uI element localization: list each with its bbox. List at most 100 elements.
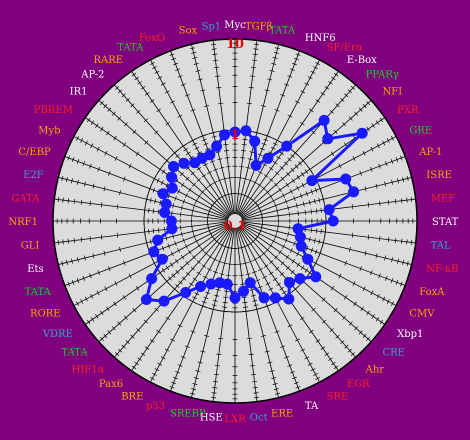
category-label: EGR	[347, 379, 370, 390]
tick-mark	[158, 227, 160, 233]
tick-mark	[213, 66, 219, 69]
tick-mark	[224, 157, 230, 159]
tick-mark	[203, 296, 209, 300]
tick-mark	[165, 316, 171, 321]
tick-mark	[201, 138, 207, 142]
spoke-ISRE	[241, 177, 412, 220]
tick-mark	[113, 135, 117, 141]
tick-mark	[161, 268, 166, 273]
spoke-PBREM	[84, 117, 230, 218]
tick-mark	[320, 228, 322, 234]
tick-mark	[410, 239, 413, 245]
tick-mark	[287, 157, 292, 162]
radial-tick-label: 0.1	[224, 219, 247, 234]
tick-mark	[261, 251, 266, 256]
spoke-Pax6	[131, 226, 232, 372]
tick-mark	[117, 116, 122, 121]
tick-mark	[131, 72, 137, 77]
tick-mark	[136, 328, 141, 333]
tick-mark	[135, 285, 140, 291]
category-label: GRE	[409, 125, 432, 136]
tick-mark	[189, 156, 194, 160]
tick-mark	[274, 255, 278, 260]
tick-mark	[301, 182, 305, 188]
tick-mark	[152, 208, 155, 214]
tick-mark	[328, 357, 333, 361]
tick-mark	[284, 83, 290, 86]
spoke-Ahr	[239, 225, 356, 358]
tick-mark	[118, 89, 123, 94]
tick-mark	[96, 146, 100, 152]
tick-mark	[192, 57, 198, 59]
tick-mark	[216, 353, 222, 356]
tick-mark	[314, 249, 318, 255]
tick-mark	[370, 166, 373, 172]
tick-mark	[242, 262, 248, 265]
tick-mark	[247, 179, 253, 182]
tick-mark	[247, 260, 253, 263]
tick-mark	[225, 274, 231, 277]
tick-mark	[80, 199, 83, 205]
category-label: ISRE	[426, 170, 452, 181]
tick-mark	[293, 57, 299, 61]
tick-mark	[203, 275, 208, 279]
tick-mark	[315, 99, 321, 103]
tick-mark	[237, 177, 243, 179]
tick-mark	[271, 238, 275, 244]
tick-mark	[189, 282, 194, 286]
tick-mark	[362, 286, 366, 292]
tick-mark	[269, 260, 274, 264]
tick-mark	[208, 183, 213, 187]
data-point-HIF1α	[158, 295, 170, 307]
tick-mark	[240, 283, 246, 285]
tick-mark	[275, 266, 280, 271]
tick-mark	[287, 75, 293, 78]
tick-mark	[192, 142, 198, 146]
tick-mark	[193, 233, 196, 239]
data-point-NF-κB	[294, 231, 306, 243]
radial-tick-label: 10	[226, 37, 244, 52]
tick-mark	[157, 362, 163, 366]
tick-mark	[191, 208, 194, 214]
spoke-TATA	[150, 59, 233, 215]
tick-mark	[253, 43, 259, 46]
tick-mark	[354, 326, 359, 331]
tick-mark	[191, 228, 194, 234]
tick-mark	[253, 392, 259, 394]
data-point-Pax6	[180, 287, 192, 298]
category-label: SRE	[327, 391, 349, 402]
tick-mark	[378, 273, 381, 279]
tick-mark	[200, 350, 206, 353]
tick-mark	[57, 197, 60, 203]
tick-mark	[114, 156, 118, 161]
tick-mark	[262, 275, 267, 279]
spoke-AP-1	[241, 156, 406, 219]
tick-mark	[375, 253, 378, 259]
tick-mark	[305, 191, 309, 197]
tick-mark	[212, 257, 218, 261]
tick-mark	[289, 68, 295, 71]
tick-mark	[161, 169, 166, 174]
tick-mark	[156, 108, 161, 113]
tick-mark	[251, 59, 258, 62]
tick-mark	[342, 122, 347, 127]
data-point-MEF	[323, 204, 335, 216]
tick-mark	[291, 258, 295, 264]
tick-mark	[149, 99, 155, 103]
spoke-IR1	[98, 100, 231, 217]
category-label: Myc	[224, 20, 246, 31]
tick-mark	[172, 203, 175, 209]
spoke-C/EBP	[64, 156, 229, 219]
tick-mark	[313, 372, 318, 376]
tick-mark	[269, 243, 273, 248]
tick-mark	[90, 317, 95, 322]
tick-mark	[329, 328, 334, 333]
tick-mark	[249, 288, 255, 291]
tick-mark	[292, 62, 298, 66]
tick-mark	[308, 236, 311, 242]
tick-mark	[211, 43, 217, 46]
spoke-TATA	[64, 223, 229, 286]
tick-mark	[209, 160, 215, 163]
tick-mark	[128, 273, 132, 279]
tick-mark	[263, 174, 269, 178]
